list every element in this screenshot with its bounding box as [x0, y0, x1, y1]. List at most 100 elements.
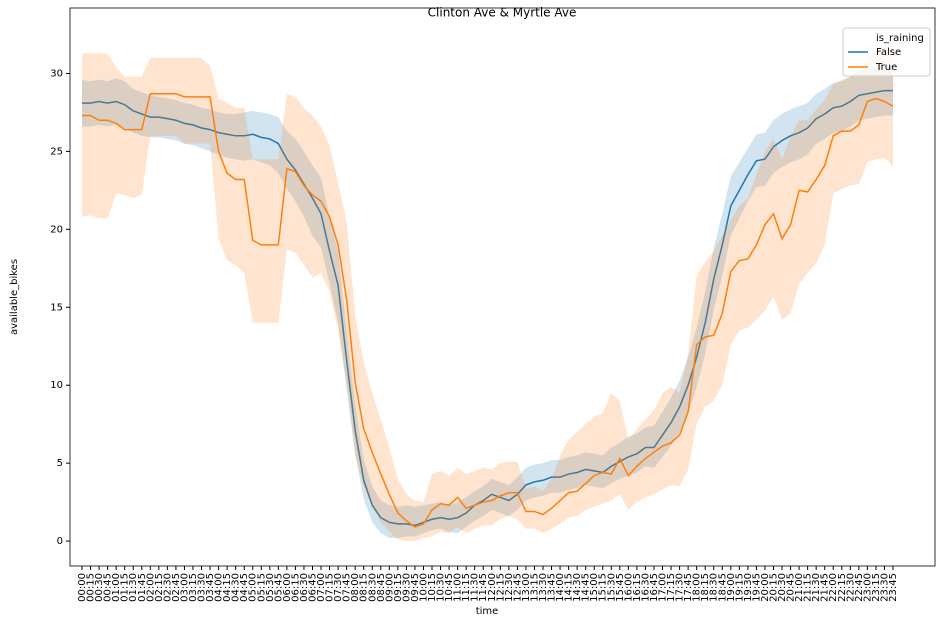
series-line	[82, 89, 893, 527]
x-tick-label: 02:45	[171, 573, 182, 602]
x-tick-label: 09:30	[401, 573, 412, 602]
x-tick-label: 19:45	[751, 573, 762, 602]
x-tick-label: 15:15	[598, 573, 609, 602]
x-tick-label: 13:45	[547, 573, 558, 602]
x-tick-label: 11:30	[470, 573, 481, 602]
x-tick-label: 11:45	[478, 573, 489, 602]
x-tick-label: 07:00	[316, 573, 327, 602]
x-tick-label: 14:15	[564, 573, 575, 602]
x-tick-label: 07:45	[342, 573, 353, 602]
x-tick-label: 02:15	[154, 573, 165, 602]
x-tick-label: 14:30	[572, 573, 583, 602]
x-tick-label: 18:45	[717, 573, 728, 602]
x-tick-label: 08:15	[359, 573, 370, 602]
x-tick-label: 10:45	[444, 573, 455, 602]
x-tick-label: 16:15	[632, 573, 643, 602]
x-tick-label: 23:00	[862, 573, 873, 602]
legend-label: False	[876, 47, 901, 58]
x-tick-label: 12:00	[487, 573, 498, 602]
legend-box	[842, 27, 931, 77]
x-tick-label: 15:30	[606, 573, 617, 602]
x-tick-label: 08:45	[376, 573, 387, 602]
legend-title: is_raining	[876, 33, 924, 44]
x-tick-label: 05:30	[265, 573, 276, 602]
chart-title: Clinton Ave & Myrtle Ave	[428, 6, 577, 20]
x-tick-label: 17:30	[675, 573, 686, 602]
x-tick-label: 03:45	[205, 573, 216, 602]
x-tick-label: 21:30	[811, 573, 822, 602]
x-tick-label: 03:00	[179, 573, 190, 602]
plot-frame	[69, 7, 936, 567]
x-tick-label: 05:45	[273, 573, 284, 602]
x-tick-label: 14:00	[555, 573, 566, 602]
x-tick-label: 13:30	[538, 573, 549, 602]
y-tick-label: 15	[50, 302, 63, 313]
x-tick-label: 12:15	[495, 573, 506, 602]
x-tick-label: 22:45	[854, 573, 865, 602]
y-tick-label: 5	[57, 458, 63, 469]
x-tick-label: 12:30	[504, 573, 515, 602]
x-tick-label: 01:00	[111, 573, 122, 602]
x-tick-label: 08:00	[350, 573, 361, 602]
x-tick-label: 20:00	[760, 573, 771, 602]
x-tick-label: 17:45	[683, 573, 694, 602]
y-tick-label: 30	[50, 68, 63, 79]
x-tick-label: 11:15	[461, 573, 472, 602]
x-tick-label: 13:00	[521, 573, 532, 602]
x-tick-label: 00:45	[103, 573, 114, 602]
x-tick-label: 02:30	[162, 573, 173, 602]
y-axis-label: available_bikes	[9, 259, 20, 335]
x-tick-label: 16:30	[640, 573, 651, 602]
x-tick-label: 06:15	[290, 573, 301, 602]
x-tick-label: 23:30	[879, 573, 890, 602]
x-tick-label: 18:15	[700, 573, 711, 602]
x-tick-label: 03:15	[188, 573, 199, 602]
x-tick-label: 10:30	[436, 573, 447, 602]
y-tick-label: 25	[50, 146, 63, 157]
x-tick-label: 13:15	[529, 573, 540, 602]
x-tick-label: 09:15	[393, 573, 404, 602]
x-tick-label: 15:00	[589, 573, 600, 602]
x-tick-label: 09:45	[410, 573, 421, 602]
x-tick-label: 01:30	[128, 573, 139, 602]
x-tick-label: 22:30	[845, 573, 856, 602]
x-tick-label: 04:15	[222, 573, 233, 602]
x-tick-label: 21:45	[820, 573, 831, 602]
y-tick-label: 0	[57, 536, 63, 547]
x-tick-label: 12:45	[512, 573, 523, 602]
x-tick-label: 08:30	[367, 573, 378, 602]
x-tick-label: 00:15	[86, 573, 97, 602]
x-tick-label: 20:45	[786, 573, 797, 602]
series-line	[82, 92, 894, 528]
x-tick-label: 19:00	[726, 573, 737, 602]
x-tick-label: 21:15	[803, 573, 814, 602]
x-tick-label: 22:00	[828, 573, 839, 602]
y-tick-label: 10	[50, 380, 63, 391]
x-tick-label: 01:45	[137, 573, 148, 602]
x-tick-label: 19:15	[734, 573, 745, 602]
x-tick-label: 15:45	[615, 573, 626, 602]
x-tick-label: 22:15	[837, 573, 848, 602]
x-tick-label: 04:00	[214, 573, 225, 602]
x-tick-label: 10:00	[418, 573, 429, 602]
x-tick-label: 19:30	[743, 573, 754, 602]
x-axis-label: time	[476, 606, 499, 617]
x-tick-label: 14:45	[581, 573, 592, 602]
x-tick-label: 18:00	[692, 573, 703, 602]
y-tick-label: 20	[50, 224, 63, 235]
x-tick-label: 20:30	[777, 573, 788, 602]
x-tick-label: 04:45	[239, 573, 250, 602]
x-tick-label: 17:00	[658, 573, 669, 602]
x-tick-label: 06:45	[307, 573, 318, 602]
x-tick-label: 05:15	[256, 573, 267, 602]
confidence-band	[82, 50, 893, 542]
x-tick-label: 00:30	[94, 573, 105, 602]
x-tick-label: 00:00	[77, 573, 88, 602]
x-tick-label: 23:15	[871, 573, 882, 602]
x-tick-label: 05:00	[248, 573, 259, 602]
x-tick-label: 20:15	[768, 573, 779, 602]
x-tick-label: 11:00	[453, 573, 464, 602]
x-tick-label: 16:45	[649, 573, 660, 602]
x-tick-label: 06:00	[282, 573, 293, 602]
